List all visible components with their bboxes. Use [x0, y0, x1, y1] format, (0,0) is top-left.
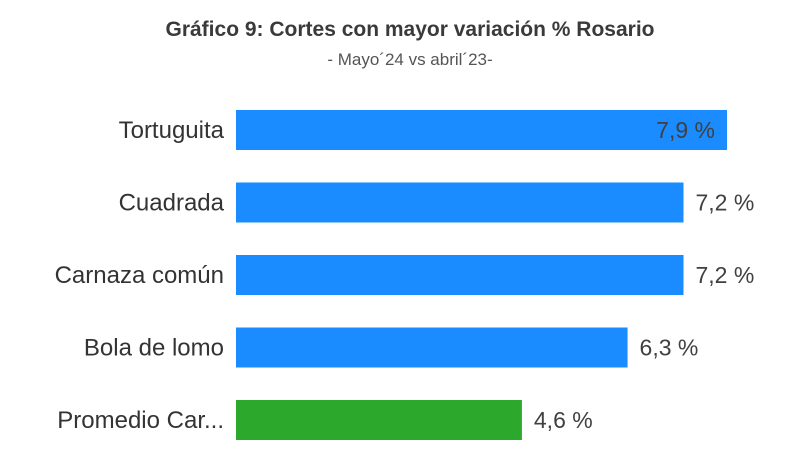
bar-0 [236, 110, 727, 150]
chart-title: Gráfico 9: Cortes con mayor variación % … [165, 18, 655, 41]
category-label-0: Tortuguita [119, 117, 225, 144]
value-label-0: 7,9 % [656, 117, 715, 143]
value-label-3: 6,3 % [640, 335, 699, 361]
category-label-4: Promedio Car... [57, 407, 224, 434]
category-label-3: Bola de lomo [84, 335, 224, 362]
category-label-2: Carnaza común [55, 262, 224, 289]
bar-3 [236, 327, 628, 368]
chart-subtitle: - Mayo´24 vs abril´23- [327, 50, 493, 69]
value-label-2: 7,2 % [695, 262, 754, 288]
value-label-1: 7,2 % [695, 190, 754, 216]
bar-1 [236, 182, 684, 223]
bar-2 [236, 255, 684, 295]
bar-4 [236, 400, 522, 440]
value-label-4: 4,6 % [534, 407, 593, 433]
category-label-1: Cuadrada [119, 190, 225, 217]
